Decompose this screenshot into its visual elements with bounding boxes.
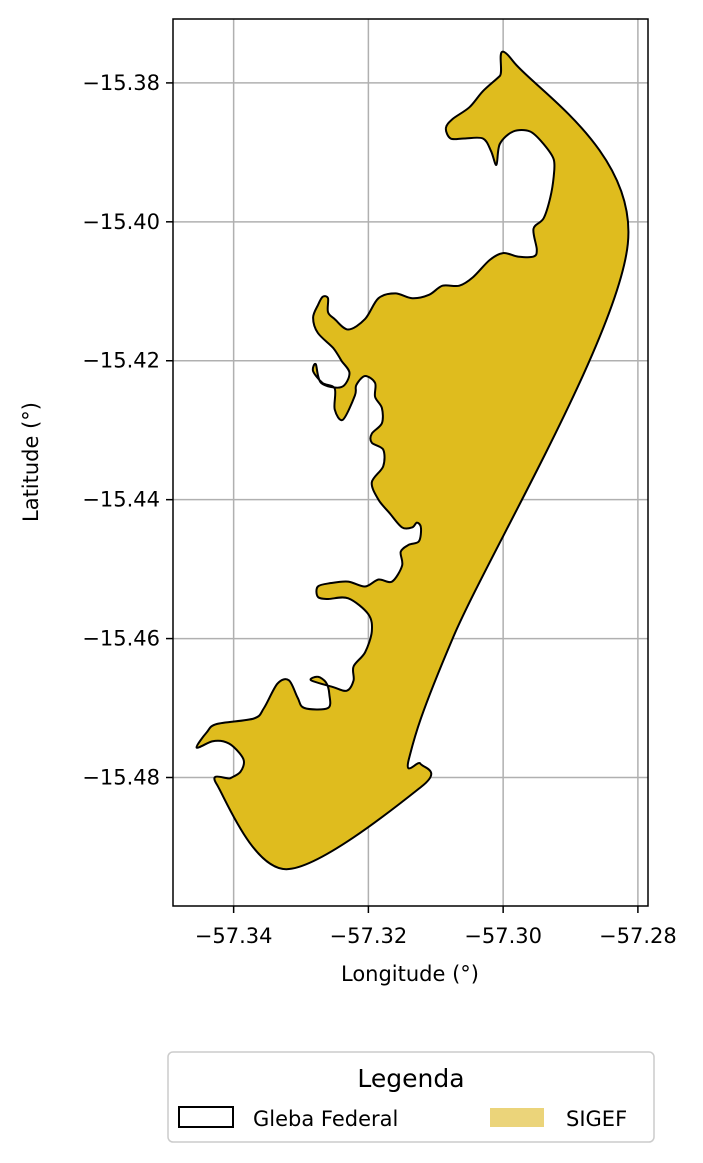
y-tick-label: −15.38 [82, 71, 160, 95]
legend-swatch-gleba-federal [178, 1106, 234, 1128]
y-tick-label: −15.40 [82, 210, 160, 234]
x-tick-label: −57.28 [599, 924, 677, 948]
y-axis-label: Latitude (°) [19, 402, 43, 522]
x-tick-label: −57.32 [330, 924, 408, 948]
legend: Legenda Gleba Federal SIGEF [167, 1051, 655, 1143]
y-tick-label: −15.46 [82, 627, 160, 651]
plot-frame [172, 18, 649, 907]
legend-label-sigef: SIGEF [566, 1107, 627, 1131]
x-axis: −57.34 −57.32 −57.30 −57.28 [195, 906, 677, 948]
y-axis: −15.38 −15.40 −15.42 −15.44 −15.46 −15.48 [82, 71, 173, 789]
legend-swatch-sigef [490, 1108, 544, 1127]
y-tick-label: −15.44 [82, 488, 160, 512]
legend-label-gleba-federal: Gleba Federal [253, 1107, 398, 1131]
legend-title: Legenda [357, 1064, 464, 1093]
x-axis-label: Longitude (°) [341, 962, 479, 986]
sigef-region-polygon [195, 50, 630, 871]
y-tick-label: −15.42 [82, 349, 160, 373]
x-tick-label: −57.34 [195, 924, 273, 948]
y-tick-label: −15.48 [82, 765, 160, 789]
x-tick-label: −57.30 [464, 924, 542, 948]
